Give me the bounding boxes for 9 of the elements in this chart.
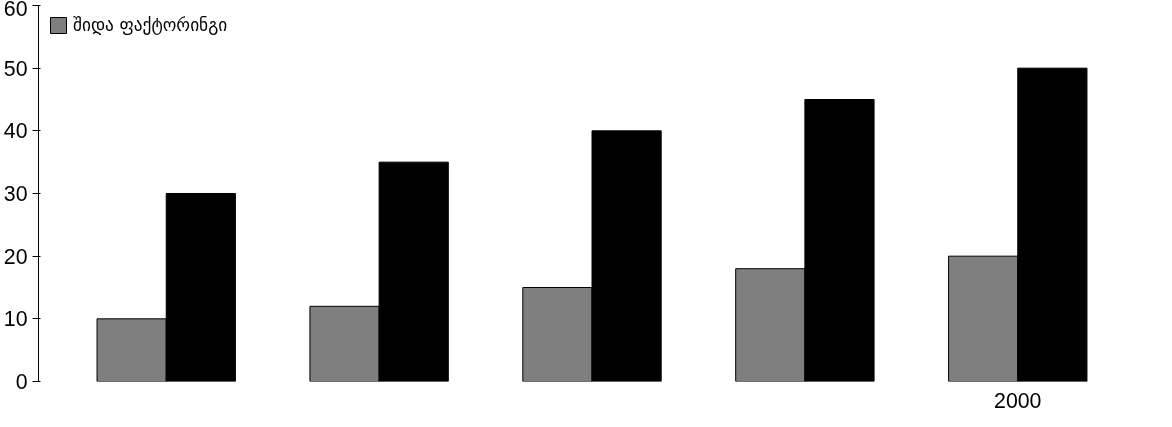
y-tick-label: 60: [3, 0, 28, 21]
y-tick-label: 0: [15, 370, 28, 394]
y-tick-label: 50: [3, 56, 28, 81]
y-tick-label: 30: [3, 182, 28, 206]
x-tick-label: 2000: [994, 388, 1042, 413]
legend-label: შიდა ფაქტორინგი: [73, 15, 228, 35]
y-tick-label: 20: [3, 244, 28, 269]
y-tick-label: 40: [3, 119, 28, 144]
y-tick-label: 10: [3, 307, 28, 332]
